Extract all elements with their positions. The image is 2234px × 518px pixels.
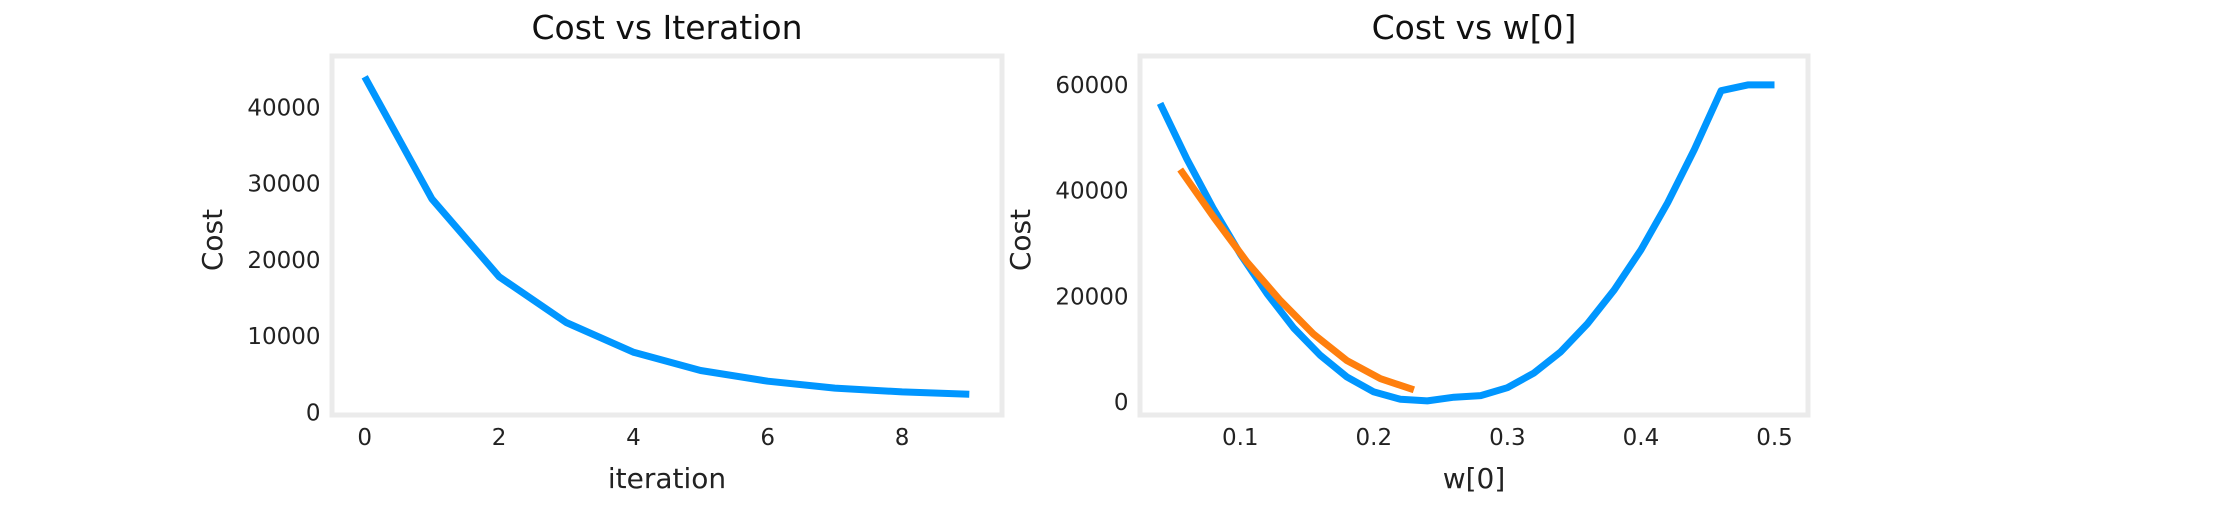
series-lines: [1156, 81, 1775, 405]
y-tick-label: 20000: [247, 248, 320, 274]
x-tick-label: 6: [760, 425, 775, 451]
plot-frame: [329, 53, 1005, 418]
series-line-0: [1156, 81, 1775, 405]
x-tick-label: 0.4: [1623, 425, 1660, 451]
chart-title: Cost vs Iteration: [531, 8, 802, 47]
y-tick-label: 40000: [247, 95, 320, 121]
x-tick-label: 0.1: [1222, 425, 1259, 451]
plot-frame: [1137, 53, 1811, 418]
x-tick-label: 0.3: [1489, 425, 1526, 451]
y-tick-label: 10000: [247, 324, 320, 350]
series-line-1: [1177, 167, 1416, 394]
y-axis-label: Cost: [196, 209, 229, 271]
chart-cost-vs-iteration: Cost vs Iteration iteration Cost 0 2 4 6 8 0…: [196, 8, 1005, 495]
x-tick-label: 0.2: [1356, 425, 1393, 451]
y-tick-label: 60000: [1055, 73, 1128, 99]
y-tick-labels: 0 10000 20000 30000 40000: [247, 95, 320, 426]
y-tick-label: 30000: [247, 172, 320, 198]
y-tick-label: 0: [1114, 390, 1129, 416]
series-lines: [361, 75, 970, 398]
y-tick-label: 0: [306, 401, 321, 427]
x-tick-label: 2: [492, 425, 507, 451]
x-tick-label: 8: [895, 425, 910, 451]
chart-title: Cost vs w[0]: [1372, 8, 1577, 47]
x-tick-label: 0: [357, 425, 372, 451]
x-axis-label: iteration: [608, 462, 726, 495]
x-tick-label: 0.5: [1756, 425, 1793, 451]
series-line-0: [361, 75, 970, 398]
y-tick-labels: 0 20000 40000 60000: [1055, 73, 1128, 416]
x-tick-label: 4: [626, 425, 641, 451]
x-tick-labels: 0.1 0.2 0.3 0.4 0.5: [1222, 425, 1793, 451]
y-tick-label: 20000: [1055, 284, 1128, 310]
y-tick-label: 40000: [1055, 179, 1128, 205]
y-axis-label: Cost: [1004, 209, 1037, 271]
chart-cost-vs-w0: Cost vs w[0] w[0] Cost 0.1 0.2 0.3 0.4 0.5 0…: [1004, 8, 1811, 495]
x-tick-labels: 0 2 4 6 8: [357, 425, 909, 451]
x-axis-label: w[0]: [1443, 462, 1506, 495]
